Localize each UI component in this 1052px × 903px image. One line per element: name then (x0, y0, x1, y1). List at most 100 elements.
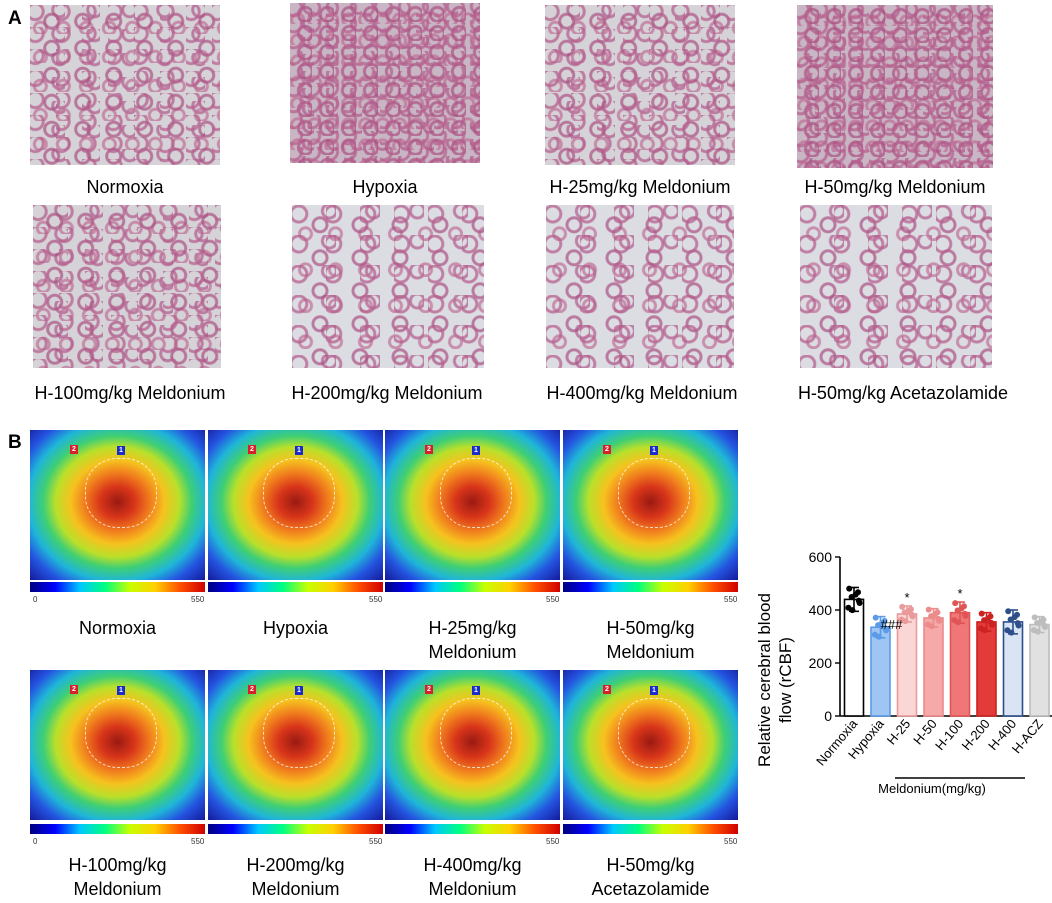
perfusion-label: Normoxia (78, 618, 157, 638)
chart-sample-point (1014, 620, 1021, 627)
perfusion-label: H-50mg/kg Acetazolamide (591, 855, 710, 899)
chart-sample-point (1031, 614, 1038, 621)
chart-sample-point (988, 619, 995, 626)
colorbar-max-label: 550 (724, 595, 738, 604)
colorbar-min-label: 0 (33, 837, 38, 846)
chart-sample-point (905, 607, 912, 614)
chart-sample-point (1041, 622, 1048, 629)
chart-x-tick-label: H-25 (884, 716, 914, 747)
chart-bar (976, 621, 997, 717)
histology-image-normoxia (30, 5, 220, 165)
histology-label: H-50mg/kg Meldonium (804, 177, 986, 197)
colorbar (563, 582, 738, 592)
chart-bar (1029, 623, 1050, 717)
chart-sample-point (879, 619, 886, 626)
chart-sample-point (1034, 628, 1041, 635)
colorbar (385, 582, 560, 592)
chart-significance-label: * (904, 590, 909, 605)
chart-sample-point (1011, 614, 1018, 621)
chart-sample-point (958, 605, 965, 612)
chart-sample-point (902, 618, 909, 625)
chart-sample-point (855, 597, 862, 604)
histology-label: H-200mg/kg Meldonium (291, 383, 483, 403)
chart-sample-point (1008, 629, 1015, 636)
chart-group-label: Meldonium(mg/kg) (878, 781, 986, 796)
colorbar (385, 824, 560, 834)
chart-bar (843, 598, 865, 717)
chart-sample-point (852, 591, 859, 598)
histology-label: H-50mg/kg Acetazolamide (797, 383, 1009, 403)
colorbar-max-label: 550 (191, 595, 205, 604)
colorbar-max-label: 550 (369, 837, 383, 846)
chart-x-tick-label: H-200 (959, 716, 993, 753)
chart-sample-point (978, 610, 985, 617)
chart-sample-point (932, 611, 939, 618)
chart-sample-point (985, 615, 992, 622)
histology-label: Hypoxia (352, 177, 418, 197)
chart-sample-point (875, 633, 882, 640)
chart-bar (923, 617, 944, 717)
perfusion-label: H-200mg/kg Meldonium (246, 855, 345, 899)
histology-label: H-400mg/kg Meldonium (546, 383, 738, 403)
colorbar-min-label: 0 (33, 595, 38, 604)
histology-image-h50 (797, 5, 993, 168)
chart-bar (870, 626, 891, 717)
chart-sample-point (935, 615, 942, 622)
panel-a-letter: A (8, 8, 22, 29)
chart-sample-point (1038, 618, 1045, 625)
chart-sample-point (908, 611, 915, 618)
perfusion-label: H-100mg/kg Meldonium (68, 855, 167, 899)
colorbar-max-label: 550 (546, 595, 560, 604)
chart-bar (1002, 621, 1024, 717)
colorbar (208, 582, 383, 592)
perfusion-label: Hypoxia (262, 618, 329, 638)
histology-image-h200 (292, 205, 484, 368)
colorbar (30, 824, 205, 834)
histology-image-h100 (33, 205, 221, 368)
histology-image-hypoxia (290, 3, 480, 163)
chart-x-tick-label: H-100 (932, 716, 966, 753)
rcbf-bar-chart: Relative cerebral blood flow (rCBF) 0 200… (755, 549, 1052, 796)
chart-sample-point (899, 603, 906, 610)
chart-sample-point (1005, 608, 1012, 615)
chart-sample-point (952, 600, 959, 607)
histology-image-acetazolamide (800, 205, 992, 368)
chart-sample-point (925, 606, 932, 613)
panel-b-letter: B (8, 432, 22, 453)
chart-sample-point (849, 607, 856, 614)
colorbar (30, 582, 205, 592)
histology-label: H-100mg/kg Meldonium (34, 383, 226, 403)
chart-sample-point (846, 585, 853, 592)
colorbar (563, 824, 738, 834)
perfusion-label: H-400mg/kg Meldonium (423, 855, 522, 899)
histology-label: Normoxia (86, 177, 164, 197)
colorbar-max-label: 550 (369, 595, 383, 604)
colorbar-max-label: 550 (724, 837, 738, 846)
chart-ylabel-line1: Relative cerebral blood (755, 593, 774, 767)
perfusion-label: H-25mg/kg Meldonium (428, 618, 517, 662)
chart-sample-point (981, 627, 988, 634)
chart-ylabel-line2: flow (rCBF) (776, 637, 795, 723)
chart-sample-point (961, 610, 968, 617)
perfusion-label: H-50mg/kg Meldonium (606, 618, 695, 662)
chart-significance-label: ### (881, 617, 903, 632)
chart-sample-point (882, 625, 889, 632)
colorbar-max-label: 550 (191, 837, 205, 846)
histology-image-h400 (546, 205, 734, 368)
chart-y-tick-label: 0 (824, 708, 832, 724)
chart-y-tick-label: 200 (809, 655, 833, 671)
colorbar-max-label: 550 (546, 837, 560, 846)
chart-sample-point (955, 619, 962, 626)
colorbar (208, 824, 383, 834)
chart-bar (949, 611, 971, 717)
histology-image-h25 (545, 5, 735, 165)
histology-label: H-25mg/kg Meldonium (549, 177, 731, 197)
